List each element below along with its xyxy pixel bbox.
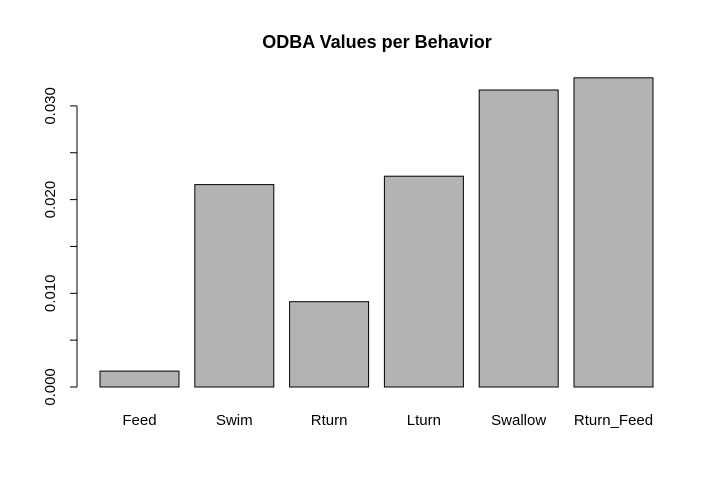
x-tick-label: Lturn — [407, 412, 441, 429]
y-tick-label: 0.020 — [42, 181, 59, 219]
bar-lturn — [383, 175, 464, 388]
y-tick-label: 0.000 — [42, 368, 59, 406]
bar-swallow — [478, 89, 559, 388]
x-tick-label: Rturn_Feed — [574, 412, 653, 429]
y-tick-label: 0.010 — [42, 275, 59, 313]
x-tick-label: Swim — [216, 412, 253, 429]
y-axis: 0.000 0.010 0.020 0.030 — [42, 87, 78, 406]
x-tick-label: Feed — [122, 412, 156, 429]
x-tick-label: Rturn — [311, 412, 348, 429]
y-tick-label: 0.030 — [42, 87, 59, 125]
x-axis-labels: Feed Swim Rturn Lturn Swallow Rturn_Feed — [122, 412, 653, 429]
chart-title: ODBA Values per Behavior — [262, 32, 491, 52]
bars-group — [99, 77, 654, 388]
bar-swim — [194, 184, 275, 388]
bar-feed — [99, 370, 180, 388]
bar-rturn-feed — [573, 77, 654, 388]
x-tick-label: Swallow — [491, 412, 546, 429]
bar-rturn — [289, 301, 370, 388]
